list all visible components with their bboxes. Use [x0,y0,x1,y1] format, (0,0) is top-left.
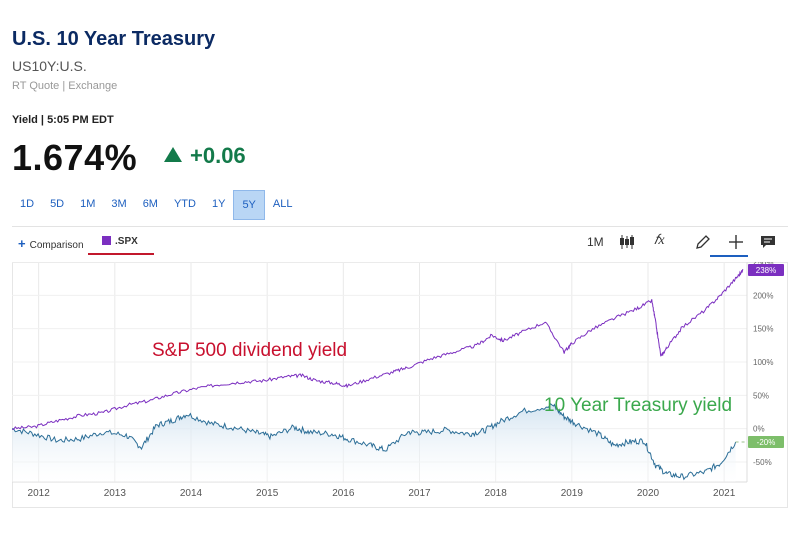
x-tick-label: 2018 [485,488,508,499]
comment-icon[interactable] [760,234,776,253]
range-button-1d[interactable]: 1D [20,198,35,210]
x-tick-label: 2016 [332,488,355,499]
price-chart[interactable]: 250% 200% 150% 100% 50% 0% -50% 2012 2013 2014 201… [11,258,788,508]
spx-label: .SPX [115,236,138,247]
active-comparison-underline [88,253,154,255]
y-tick-label: 150% [753,325,773,334]
range-button-5d[interactable]: 5D [50,198,65,210]
x-tick-label: 2015 [256,488,279,499]
comparison-button[interactable]: + Comparison [18,236,84,251]
range-button-5y[interactable]: 5Y [233,190,265,220]
y-tick-label: 0% [753,425,765,434]
yield-timestamp: Yield | 5:05 PM EDT [12,114,114,126]
range-button-3m[interactable]: 3M [111,198,127,210]
ticker-symbol: US10Y:U.S. [12,58,87,74]
treasury-area [12,403,736,482]
crosshair-icon[interactable] [728,234,744,253]
active-tool-underline [710,255,748,257]
range-button-6m[interactable]: 6M [142,198,158,210]
plus-icon: + [18,236,26,251]
time-range-selector: 1D 5D 1M 3M 6M YTD 1Y 5Y ALL [12,190,300,220]
series-color-swatch [102,236,111,245]
yield-value: 1.674% [12,137,138,178]
y-tick-label: -50% [753,458,772,467]
range-button-all[interactable]: ALL [272,198,293,210]
comparison-label: Comparison [29,240,84,251]
treasury-annotation: 10 Year Treasury yield [544,395,732,416]
function-icon[interactable]: 𝑓x [654,233,665,248]
spx-annotation: S&P 500 dividend yield [152,340,347,361]
range-button-1y[interactable]: 1Y [211,198,226,210]
change-value: +0.06 [190,143,246,168]
x-tick-label: 2021 [713,488,736,499]
y-tick-label: 50% [753,391,769,400]
y-tick-label: 200% [753,291,773,300]
x-tick-label: 2012 [28,488,51,499]
candlestick-icon[interactable] [618,234,636,253]
range-button-1m[interactable]: 1M [80,198,96,210]
up-arrow-icon [164,147,182,162]
chart-area[interactable]: 250% 200% 150% 100% 50% 0% -50% 2012 2013 2014 201… [11,258,788,508]
quote-source: RT Quote | Exchange [12,80,118,92]
last-value-marker-label: 238% [756,266,776,275]
page-title: U.S. 10 Year Treasury [12,28,216,50]
spx-comparison-chip[interactable]: .SPX [102,236,138,247]
y-tick-label: 100% [753,358,773,367]
pencil-icon[interactable] [695,234,711,253]
chart-toolbar: + Comparison .SPX 1M 𝑓x [12,233,788,256]
interval-button[interactable]: 1M [587,235,604,249]
last-value-marker-label: -20% [757,438,776,447]
yield-change: +0.06 [164,143,246,169]
x-tick-label: 2017 [408,488,431,499]
x-tick-label: 2019 [561,488,584,499]
last-value-marker [748,264,784,276]
range-button-ytd[interactable]: YTD [173,198,196,210]
x-tick-label: 2013 [104,488,127,499]
y-tick-label: 250% [753,262,773,267]
x-tick-label: 2014 [180,488,203,499]
spx-line [11,268,744,431]
treasury-yield-line [12,403,737,481]
divider [12,226,788,227]
last-value-marker [748,436,784,448]
x-tick-label: 2020 [637,488,660,499]
